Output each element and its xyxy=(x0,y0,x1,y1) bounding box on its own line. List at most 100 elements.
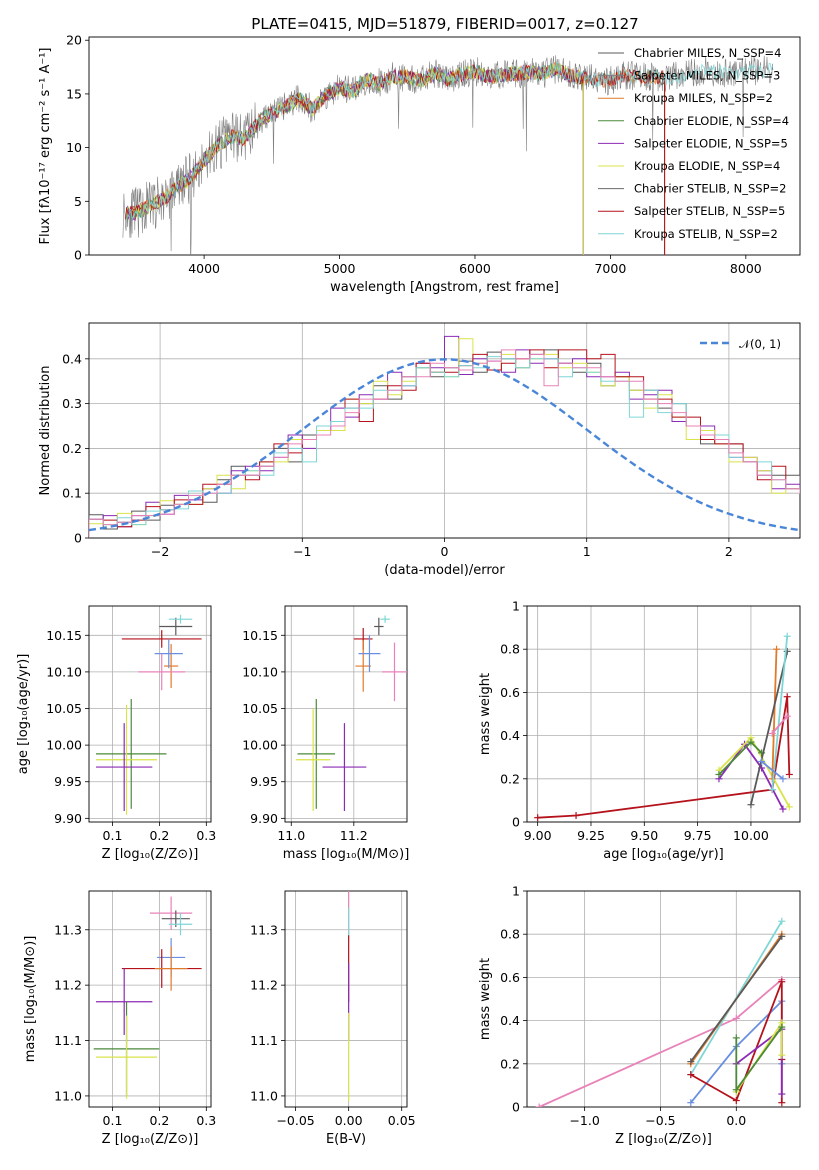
axes-weight_vs_Z: −1.0 −0.5 0.0 0 0.2 0.4 0.6 0.8 1 Z [log₁₀(Z/Z⊙)]… xyxy=(478,884,801,1147)
y-tick-label: 10.00 xyxy=(242,738,278,753)
axes-frame xyxy=(88,36,801,256)
weight-line-chabrier_miles xyxy=(690,935,783,1063)
y-tick-label: 10.15 xyxy=(46,628,82,643)
x-tick-label: 9.50 xyxy=(630,828,658,843)
plot-area-weight_vs_age xyxy=(534,632,793,822)
weight-line-blue xyxy=(761,760,784,780)
x-tick-label: 11.2 xyxy=(340,828,368,843)
x-axis-label: (data-model)/error xyxy=(384,563,505,578)
axes-frame xyxy=(284,890,408,1108)
x-tick-label: 8000 xyxy=(730,261,762,276)
plot-area-spectrum xyxy=(122,55,774,255)
x-axis-label: age [log₁₀(age/yr)] xyxy=(603,847,724,862)
y-tick-label: 0.6 xyxy=(500,970,520,985)
axes-age_vs_mass: 11.0 11.2 9.90 9.95 10.00 10.05 10.10 10.15 mass… xyxy=(242,605,410,862)
y-tick-label: 0.6 xyxy=(500,685,520,700)
weight-line-kroupa_miles xyxy=(771,649,778,779)
x-axis-label: mass [log₁₀(M/M⊙)] xyxy=(283,847,410,862)
y-tick-label: 11.0 xyxy=(250,1088,278,1103)
x-axis-label: wavelength [Angstrom, rest frame] xyxy=(330,280,559,295)
axes-mass_vs_Z: 0.1 0.2 0.3 11.0 11.1 11.2 11.3 Z [log₁₀(Z/Z⊙)]… xyxy=(23,890,216,1147)
y-tick-label: 11.3 xyxy=(54,922,82,937)
y-tick-label: 11.1 xyxy=(250,1033,278,1048)
legend-label-chabrier_stelib: Chabrier STELIB, N_SSP=2 xyxy=(634,182,786,196)
x-tick-label: 9.00 xyxy=(524,828,552,843)
figure-title: PLATE=0415, MJD=51879, FIBERID=0017, z=0… xyxy=(251,15,638,33)
y-tick-label: 0.2 xyxy=(500,1056,520,1071)
y-tick-label: 10.10 xyxy=(242,664,278,679)
x-tick-label: 0.05 xyxy=(388,1113,416,1128)
y-tick-label: 0.2 xyxy=(500,771,520,786)
x-tick-label: 10.00 xyxy=(733,828,769,843)
y-tick-label: 0 xyxy=(512,1100,520,1115)
spectrum-legend: Chabrier MILES, N_SSP=4 Salpeter MILES, N… xyxy=(598,46,789,241)
legend-label-kroupa_miles: Kroupa MILES, N_SSP=2 xyxy=(634,91,773,105)
y-tick-label: 0 xyxy=(74,248,82,263)
y-tick-label: 0.1 xyxy=(62,486,82,501)
x-tick-label: −0.5 xyxy=(645,1113,675,1128)
x-tick-label: 2 xyxy=(725,544,733,559)
y-tick-label: 1 xyxy=(512,884,520,899)
x-tick-label: −1 xyxy=(293,544,311,559)
x-tick-label: 0.00 xyxy=(335,1113,363,1128)
y-tick-label: 1 xyxy=(512,599,520,614)
y-tick-label: 10.15 xyxy=(242,628,278,643)
axes-weight_vs_age: 9.00 9.25 9.50 9.75 10.00 0 0.2 0.4 0.6 0.8 1 age [… xyxy=(478,599,801,862)
plot-area-weight_vs_Z xyxy=(535,917,786,1107)
y-tick-label: 0.8 xyxy=(500,927,520,942)
y-tick-label: 9.90 xyxy=(250,811,278,826)
x-tick-label: 0.2 xyxy=(149,828,169,843)
x-tick-label: 6000 xyxy=(459,261,491,276)
plot-area-mass_vs_Z xyxy=(93,896,202,1099)
y-tick-label: 0.8 xyxy=(500,642,520,657)
axes-frame xyxy=(88,605,212,823)
x-tick-label: 11.0 xyxy=(277,828,305,843)
legend-label-kroupa_stelib: Kroupa STELIB, N_SSP=2 xyxy=(634,227,778,241)
axes-frame xyxy=(88,890,212,1108)
x-tick-label: −1.0 xyxy=(569,1113,599,1128)
x-axis-label: E(B-V) xyxy=(326,1132,366,1147)
y-tick-label: 10.05 xyxy=(242,701,278,716)
legend-label-chabrier_elodie: Chabrier ELODIE, N_SSP=4 xyxy=(634,114,789,128)
x-tick-label: 0.1 xyxy=(103,1113,123,1128)
axes-frame xyxy=(526,890,801,1108)
plot-area-age_vs_mass xyxy=(295,615,407,812)
legend-label-gaussian: 𝒩(0, 1) xyxy=(739,337,781,351)
x-tick-label: 7000 xyxy=(594,261,626,276)
weight-line-pink xyxy=(771,715,788,734)
x-tick-label: −0.05 xyxy=(276,1113,314,1128)
x-tick-label: 0 xyxy=(441,544,449,559)
y-tick-label: 0.4 xyxy=(62,351,82,366)
model-line-kroupa_stelib xyxy=(125,61,773,221)
legend-label-salpeter_stelib: Salpeter STELIB, N_SSP=5 xyxy=(634,204,785,218)
axes-mass_vs_ebv: −0.05 0.00 0.05 11.0 11.1 11.2 11.3 E(B-V) xyxy=(250,890,416,1147)
x-tick-label: 0.3 xyxy=(196,1113,216,1128)
axes-frame xyxy=(526,605,801,823)
y-tick-label: 0 xyxy=(74,531,82,546)
legend-label-salpeter_elodie: Salpeter ELODIE, N_SSP=5 xyxy=(634,136,788,150)
axes-residuals: −2 −1 0 1 2 0 0.1 0.2 0.3 0.4 (data-model)/error No… xyxy=(38,322,801,578)
axes-spectrum: 4000 5000 6000 7000 8000 0 5 10 15 20 wavelength [… xyxy=(38,33,801,295)
legend-label-kroupa_elodie: Kroupa ELODIE, N_SSP=4 xyxy=(634,159,780,173)
y-axis-label: mass weight xyxy=(478,673,493,755)
axes-frame xyxy=(284,605,408,823)
x-tick-label: 0.1 xyxy=(103,828,123,843)
y-axis-label: Normed distribution xyxy=(38,366,53,496)
weight-line-kroupa_stelib xyxy=(771,636,789,790)
y-tick-label: 11.2 xyxy=(54,978,82,993)
y-axis-label: mass [log₁₀(M/M⊙)] xyxy=(23,936,38,1063)
weight-line-chabrier_miles xyxy=(750,651,789,805)
y-tick-label: 11.3 xyxy=(250,922,278,937)
y-axis-label: Flux [fλ10⁻¹⁷ erg cm⁻² s⁻¹ A⁻¹] xyxy=(38,48,53,245)
y-tick-label: 0.2 xyxy=(62,441,82,456)
histogram-pink xyxy=(89,349,800,538)
x-axis-label: Z [log₁₀(Z/Z⊙)] xyxy=(102,847,199,862)
gaussian-curve xyxy=(89,358,800,532)
legend-label-chabrier_miles: Chabrier MILES, N_SSP=4 xyxy=(634,46,781,60)
y-tick-label: 10.05 xyxy=(46,701,82,716)
y-tick-label: 15 xyxy=(66,86,82,101)
x-tick-label: 0.2 xyxy=(149,1113,169,1128)
y-axis-label: mass weight xyxy=(478,958,493,1040)
y-tick-label: 10.10 xyxy=(46,664,82,679)
plot-area-age_vs_Z xyxy=(96,614,202,815)
